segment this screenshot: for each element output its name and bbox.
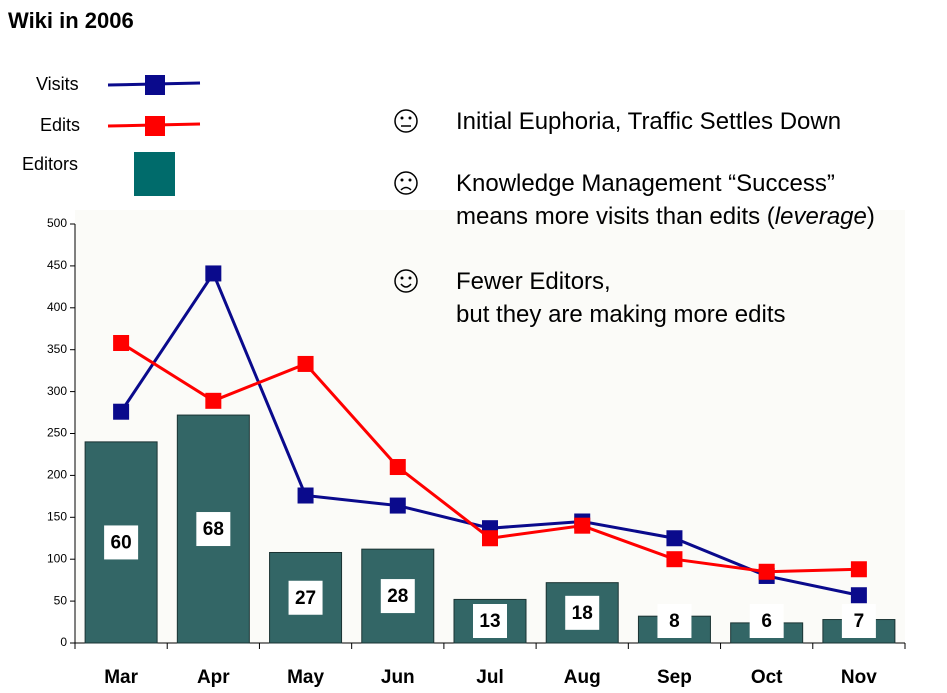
x-tick-label: Sep xyxy=(657,667,692,688)
annotation: means more visits than edits (leverage) xyxy=(456,203,875,230)
data-label: 13 xyxy=(479,611,500,632)
marker xyxy=(205,265,222,282)
legend-label: Editors xyxy=(22,154,78,174)
x-tick-label: Jul xyxy=(476,667,503,688)
annotation-part: but they are making more edits xyxy=(456,301,786,328)
marker xyxy=(389,497,406,514)
marker xyxy=(297,355,314,372)
y-tick-label: 350 xyxy=(47,342,67,356)
face-eye xyxy=(408,276,412,280)
marker xyxy=(850,561,867,578)
data-label: 18 xyxy=(572,603,593,624)
marker xyxy=(850,587,867,604)
annotation: Knowledge Management “Success” xyxy=(456,170,835,197)
y-tick-label: 450 xyxy=(47,258,67,272)
marker xyxy=(758,563,775,580)
data-label-box xyxy=(104,525,139,560)
y-tick-label: 0 xyxy=(60,635,67,649)
face-eye xyxy=(400,178,404,182)
annotation: Fewer Editors, xyxy=(456,268,611,295)
legend-marker xyxy=(145,116,165,136)
y-tick-label: 200 xyxy=(47,468,67,482)
data-label: 28 xyxy=(387,586,408,607)
y-tick-label: 250 xyxy=(47,426,67,440)
face-icon xyxy=(394,269,418,293)
data-label-box xyxy=(288,580,323,615)
data-label: 60 xyxy=(111,532,132,553)
marker xyxy=(205,392,222,409)
legend-label: Edits xyxy=(40,115,80,135)
marker xyxy=(297,487,314,504)
marker xyxy=(666,551,683,568)
y-tick-label: 500 xyxy=(47,216,67,230)
annotation: Initial Euphoria, Traffic Settles Down xyxy=(456,108,841,135)
annotation-part: Fewer Editors, xyxy=(456,268,611,295)
annotation: but they are making more edits xyxy=(456,301,786,328)
face-icon xyxy=(394,109,418,133)
face-eye xyxy=(400,116,404,120)
data-label-box xyxy=(841,604,876,638)
data-label-box xyxy=(196,512,231,547)
annotation-part: Initial Euphoria, Traffic Settles Down xyxy=(456,108,841,135)
legend-label: Visits xyxy=(36,74,79,94)
legend-marker xyxy=(145,75,165,95)
face-mouth xyxy=(400,283,412,288)
face-icon xyxy=(394,171,418,195)
data-label-box xyxy=(749,604,784,638)
legend-swatch xyxy=(134,152,175,196)
x-tick-label: Aug xyxy=(564,667,601,688)
data-label-box xyxy=(380,579,415,614)
data-label: 6 xyxy=(761,611,772,632)
data-label-box xyxy=(565,595,600,630)
annotation-part: Knowledge Management “Success” xyxy=(456,170,835,197)
x-tick-label: Apr xyxy=(197,667,230,688)
y-tick-label: 100 xyxy=(47,551,67,565)
x-tick-label: May xyxy=(287,667,324,688)
data-label: 8 xyxy=(669,611,680,632)
marker xyxy=(574,517,591,534)
y-tick-label: 50 xyxy=(54,593,68,607)
x-tick-label: Mar xyxy=(104,667,138,688)
x-tick-label: Nov xyxy=(841,667,877,688)
marker xyxy=(389,459,406,476)
marker xyxy=(113,334,130,351)
data-label-box xyxy=(473,604,507,638)
annotation-part: ) xyxy=(867,203,875,230)
x-tick-label: Oct xyxy=(751,667,783,688)
chart-title: Wiki in 2006 xyxy=(8,8,134,33)
y-tick-label: 400 xyxy=(47,300,67,314)
face-eye xyxy=(408,116,412,120)
marker xyxy=(666,530,683,547)
face-eye xyxy=(408,178,412,182)
marker xyxy=(113,403,130,420)
y-tick-label: 300 xyxy=(47,384,67,398)
y-tick-label: 150 xyxy=(47,509,67,523)
face-eye xyxy=(400,276,404,280)
annotation-part: leverage xyxy=(775,203,867,230)
data-label: 27 xyxy=(295,588,316,609)
data-label: 7 xyxy=(854,611,865,632)
annotation-part: means more visits than edits ( xyxy=(456,203,775,230)
x-tick-label: Jun xyxy=(381,667,415,688)
data-label: 68 xyxy=(203,519,224,540)
face-mouth xyxy=(400,186,412,191)
marker xyxy=(482,530,498,547)
data-label-box xyxy=(657,604,692,638)
